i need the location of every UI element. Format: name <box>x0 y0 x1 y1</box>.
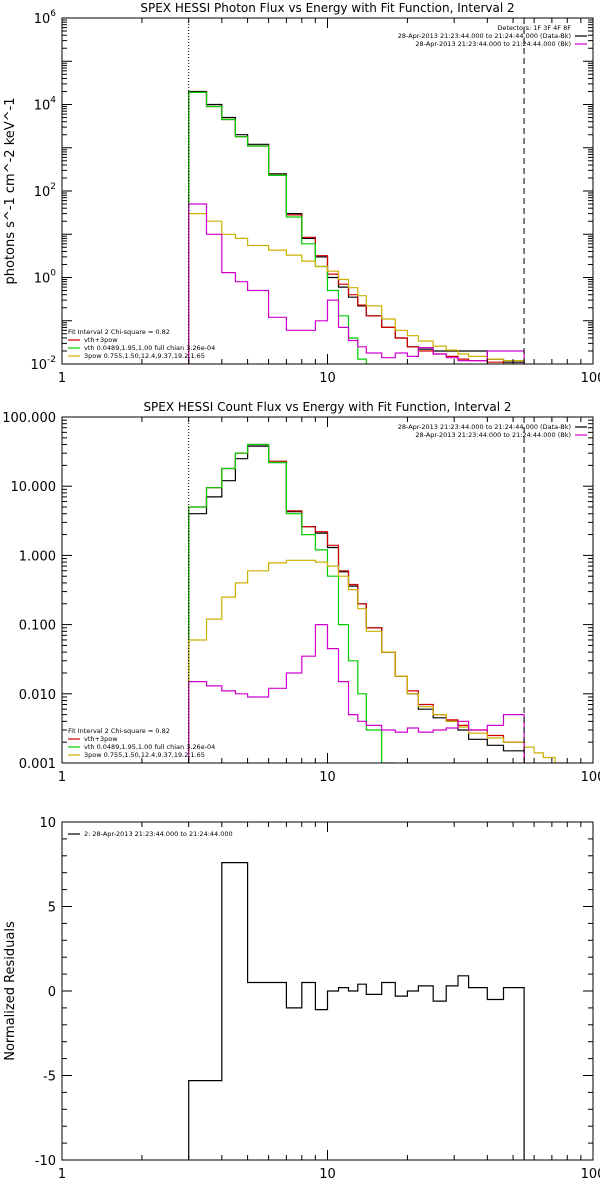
legend-left-entry: vth 0.0489,1.95,1.00 full chian 3.26e-04 <box>84 344 215 352</box>
series-line-bk <box>188 203 525 364</box>
series-line-3pow <box>188 559 568 763</box>
series-line-3pow <box>188 213 525 364</box>
legend-right-entry: 28-Apr-2013 21:23:44.000 to 21:24:44.000… <box>398 32 571 40</box>
chart-title: SPEX HESSI Count Flux vs Energy with Fit… <box>143 400 511 414</box>
series-line-vth <box>188 443 396 763</box>
series-line-vth-3pow <box>188 443 525 763</box>
y-tick-label: 100 <box>34 269 57 287</box>
legend-right-entry: 28-Apr-2013 21:23:44.000 to 21:24:44.000… <box>415 40 571 48</box>
chart-title: SPEX HESSI Photon Flux vs Energy with Fi… <box>140 1 514 15</box>
series-group <box>188 862 525 1160</box>
y-tick-label: 10-2 <box>30 355 56 373</box>
y-tick-label: 106 <box>34 9 57 27</box>
x-tick-label: 100 <box>581 371 600 386</box>
legend-right-entry: Detectors: 1F 3F 4F 8F <box>497 24 571 32</box>
series-group <box>188 90 525 364</box>
legend-left-entry: vth+3pow <box>84 735 118 743</box>
y-tick-label: -10 <box>35 1154 56 1169</box>
photon-flux-panel: SPEX HESSI Photon Flux vs Energy with Fi… <box>3 1 600 386</box>
x-tick-label: 10 <box>319 371 336 386</box>
legend-right-entry: 28-Apr-2013 21:23:44.000 to 21:24:44.000… <box>398 423 571 431</box>
y-axis-label: photons s^-1 cm^-2 keV^-1 <box>3 97 18 284</box>
legend-left-entry: Fit Interval 2 Chi-square = 0.82 <box>68 727 170 735</box>
series-line-residuals <box>188 862 525 1160</box>
series-line-bk <box>188 624 525 763</box>
y-tick-label: 102 <box>34 182 56 200</box>
y-tick-label: 100.000 <box>2 411 56 426</box>
y-tick-label: 10.000 <box>11 480 57 495</box>
legend-left-entry: 2: 28-Apr-2013 21:23:44.000 to 21:24:44.… <box>84 830 233 838</box>
x-tick-label: 100 <box>581 1167 600 1182</box>
y-tick-label: 104 <box>34 96 57 114</box>
x-tick-label: 1 <box>58 1167 66 1182</box>
residuals-panel: 1 10 100 -10 -5 0 5 10 Normalized Residuals 2: 28… <box>3 816 600 1182</box>
y-tick-label: 0 <box>48 985 56 1000</box>
y-tick-label: 0.100 <box>19 619 56 634</box>
legend-left-entry: Fit Interval 2 Chi-square = 0.82 <box>68 328 170 336</box>
legend-right-entry: 28-Apr-2013 21:23:44.000 to 21:24:44.000… <box>415 431 571 439</box>
x-tick-label: 10 <box>319 1167 336 1182</box>
x-tick-label: 10 <box>319 770 336 785</box>
series-line-vth <box>188 91 367 364</box>
y-tick-label: 0.001 <box>19 757 56 772</box>
series-line-data-bk <box>188 445 525 763</box>
legend-left-entry: 3pow 0.755,1.50,12.4,9.37,19.2,1.65 <box>84 751 205 759</box>
series-line-data-bk <box>188 90 525 364</box>
y-tick-label: 10 <box>39 816 56 831</box>
y-tick-label: 5 <box>48 901 56 916</box>
y-tick-label: 1.000 <box>19 549 56 564</box>
y-tick-label: -5 <box>43 1070 56 1085</box>
legend-left-entry: vth+3pow <box>84 336 118 344</box>
y-tick-label: 0.010 <box>19 688 56 703</box>
x-tick-label: 1 <box>58 770 66 785</box>
y-axis-label: Normalized Residuals <box>3 921 18 1061</box>
count-flux-panel: SPEX HESSI Count Flux vs Energy with Fit… <box>2 400 600 785</box>
plot-frame <box>61 416 594 764</box>
x-tick-label: 1 <box>58 371 66 386</box>
series-group <box>188 443 568 763</box>
x-tick-label: 100 <box>581 770 600 785</box>
legend-left-entry: 3pow 0.755,1.50,12.4,9.37,19.2,1.65 <box>84 352 205 360</box>
legend-left-entry: vth 0.0489,1.95,1.00 full chian 3.26e-04 <box>84 743 215 751</box>
